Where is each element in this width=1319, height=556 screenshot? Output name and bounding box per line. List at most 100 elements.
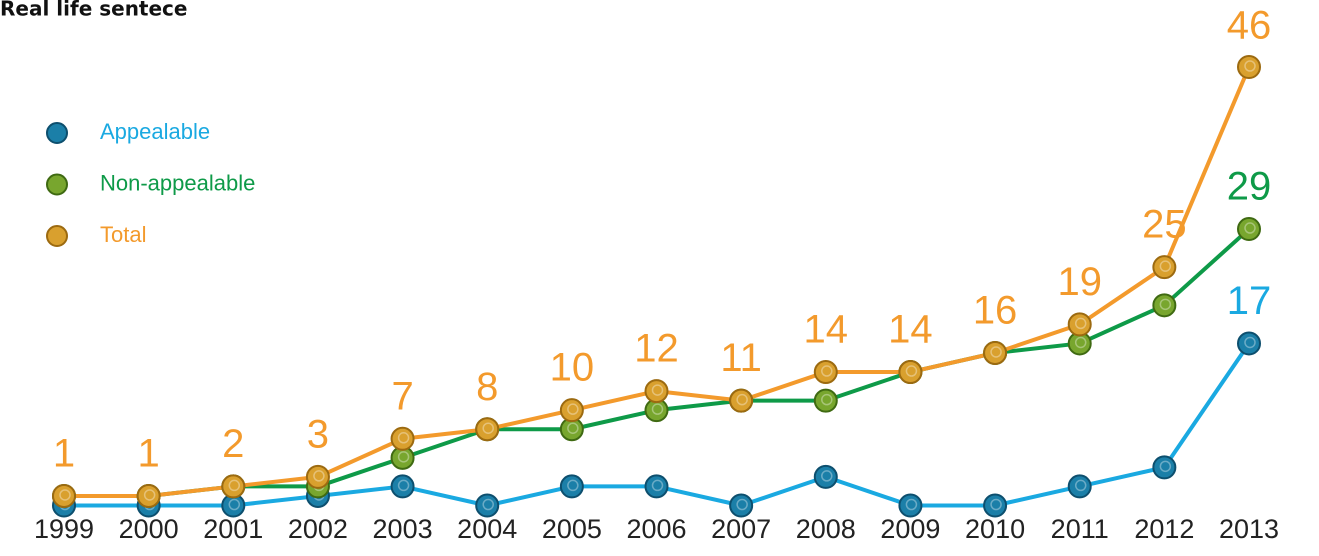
point-highlight — [59, 489, 71, 501]
x-tick-label: 2009 — [880, 514, 940, 544]
point-highlight — [482, 498, 494, 511]
point-highlight — [1159, 298, 1172, 311]
point — [1237, 55, 1261, 79]
point — [898, 360, 923, 385]
point-highlight — [905, 365, 918, 377]
data-label: 2 — [222, 422, 244, 466]
data-label: 25 — [1142, 203, 1187, 247]
x-tick-label: 1999 — [34, 514, 94, 544]
data-label: 1 — [53, 432, 75, 476]
point-highlight — [821, 470, 833, 482]
x-tick-label: 2011 — [1051, 514, 1109, 544]
data-label: 1 — [138, 432, 160, 476]
point-highlight — [1244, 60, 1256, 72]
point-highlight — [651, 384, 664, 396]
chart-title: Real life sentece — [0, 0, 187, 21]
point-highlight — [1074, 317, 1087, 330]
point — [559, 398, 584, 423]
x-tick-label: 2001 — [203, 514, 263, 544]
point-highlight — [143, 489, 156, 501]
legend-marker — [46, 173, 68, 196]
point-highlight — [651, 479, 664, 492]
legend-marker — [46, 122, 68, 144]
point-highlight — [567, 479, 579, 492]
x-tick-label: 2003 — [373, 514, 433, 544]
data-label: 19 — [1057, 260, 1102, 304]
x-tick-label: 2002 — [288, 514, 348, 544]
point — [1152, 455, 1177, 480]
point — [813, 360, 838, 385]
point-highlight — [1159, 460, 1172, 473]
point-highlight — [990, 498, 1002, 511]
point — [1067, 474, 1092, 499]
data-label: 10 — [550, 346, 595, 390]
point-highlight — [228, 498, 241, 511]
point — [1152, 293, 1177, 318]
point — [390, 474, 415, 499]
point — [221, 474, 246, 499]
x-tick-label: 2007 — [711, 514, 771, 544]
x-tick-label: 2010 — [965, 514, 1025, 544]
x-tick-label: 2004 — [457, 514, 517, 544]
legend-label: Appealable — [100, 119, 210, 144]
point-highlight — [651, 403, 664, 415]
data-label: 46 — [1227, 4, 1272, 48]
point-highlight — [736, 498, 748, 511]
legend-label: Non-appealable — [100, 170, 255, 195]
point-highlight — [228, 479, 241, 492]
point-highlight — [1159, 260, 1172, 272]
point — [1237, 217, 1261, 242]
legend-label: Total — [100, 222, 146, 247]
x-tick-label: 2012 — [1134, 514, 1194, 544]
point — [1237, 331, 1261, 356]
point — [983, 493, 1008, 518]
point — [644, 474, 669, 499]
point-highlight — [397, 479, 410, 492]
x-tick-label: 2005 — [542, 514, 602, 544]
point — [305, 464, 330, 489]
point — [813, 464, 838, 489]
point — [813, 388, 838, 413]
point-highlight — [990, 346, 1002, 358]
point — [475, 493, 500, 518]
point-highlight — [397, 432, 410, 444]
data-label: 8 — [476, 365, 498, 409]
data-label: 3 — [307, 412, 329, 456]
point — [1067, 312, 1092, 337]
data-label: 11 — [720, 336, 762, 380]
point — [729, 493, 754, 518]
point — [898, 493, 923, 518]
point-highlight — [567, 422, 579, 434]
point-highlight — [397, 451, 410, 463]
point-highlight — [1244, 222, 1256, 234]
data-label: 17 — [1227, 279, 1272, 323]
legend-marker — [46, 225, 68, 247]
point-highlight — [1244, 336, 1256, 349]
point-highlight — [567, 403, 579, 415]
x-tick-label: 2008 — [796, 514, 856, 544]
data-label: 7 — [391, 374, 413, 418]
point-highlight — [821, 393, 833, 406]
point — [729, 388, 754, 413]
point-highlight — [1074, 479, 1087, 492]
point — [559, 474, 584, 499]
data-label: 16 — [973, 289, 1018, 333]
point — [52, 483, 76, 508]
x-tick-label: 2013 — [1219, 514, 1279, 544]
point — [1152, 255, 1177, 280]
point-highlight — [736, 393, 748, 406]
point-highlight — [905, 498, 918, 511]
point — [136, 483, 161, 508]
data-label: 12 — [634, 327, 679, 371]
data-label: 14 — [888, 308, 933, 352]
point-highlight — [313, 470, 325, 482]
point-highlight — [1074, 336, 1087, 349]
x-tick-label: 2000 — [119, 514, 179, 544]
point — [644, 379, 669, 404]
point — [390, 426, 415, 451]
data-label: 29 — [1227, 165, 1272, 209]
data-label: 14 — [804, 308, 849, 352]
point-highlight — [821, 365, 833, 377]
point — [983, 340, 1008, 365]
